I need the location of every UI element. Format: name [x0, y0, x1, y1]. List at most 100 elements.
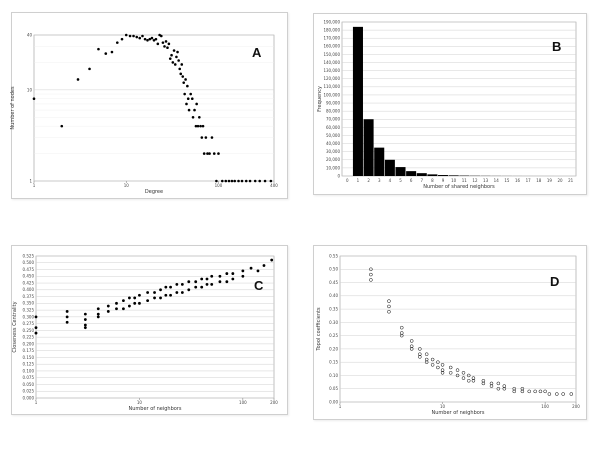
data-point	[204, 136, 208, 139]
x-tick-label: 100	[239, 400, 247, 405]
y-tick-label: 0.475	[23, 267, 35, 272]
y-tick-label: 130,000	[323, 68, 340, 73]
data-point	[83, 318, 87, 321]
data-point	[186, 97, 190, 100]
x-tick-label: 3	[378, 178, 381, 183]
data-point	[32, 97, 36, 100]
data-point	[466, 379, 471, 383]
data-point	[189, 92, 193, 96]
y-tick-label: 0.50	[329, 267, 338, 272]
x-axis-label: Number of neighbors	[432, 410, 485, 416]
data-point	[194, 285, 198, 289]
y-tick-label: 0.225	[23, 335, 35, 340]
data-point	[256, 269, 260, 273]
x-tick-label: 10	[124, 183, 130, 188]
data-point	[455, 368, 460, 372]
data-point	[231, 277, 235, 281]
data-point	[424, 357, 429, 362]
data-point	[180, 291, 184, 294]
y-tick-label: 50,000	[326, 133, 340, 138]
data-point	[83, 312, 87, 316]
data-point	[225, 272, 229, 275]
data-point	[194, 280, 198, 284]
data-point	[138, 293, 141, 297]
data-point	[124, 33, 128, 37]
data-point	[198, 116, 201, 119]
x-tick-label: 5	[399, 178, 402, 183]
panel-label: D	[550, 274, 559, 289]
y-tick-label: 1	[29, 178, 32, 183]
data-point	[60, 124, 64, 128]
bar	[416, 173, 427, 176]
data-point	[201, 124, 205, 128]
data-point	[448, 371, 453, 375]
data-point	[83, 326, 87, 330]
data-point	[138, 301, 141, 305]
data-point	[65, 310, 69, 313]
data-point	[135, 35, 139, 39]
y-tick-label: 150,000	[323, 52, 340, 57]
y-tick-label: 170,000	[323, 36, 340, 41]
data-point	[65, 320, 69, 324]
data-point	[481, 379, 486, 383]
data-point	[269, 179, 273, 183]
data-point	[224, 179, 228, 183]
y-tick-label: 0.500	[23, 260, 35, 265]
data-point	[237, 179, 240, 183]
y-tick-label: 0.30	[329, 320, 338, 325]
data-point	[448, 365, 453, 370]
panel-label: B	[552, 39, 561, 54]
data-point	[175, 55, 178, 59]
y-tick-label: 0.000	[23, 395, 35, 400]
data-point	[270, 258, 274, 262]
data-point	[106, 310, 110, 313]
bar	[395, 167, 406, 176]
y-tick-label: 40,000	[326, 141, 340, 146]
data-point	[230, 179, 234, 183]
y-tick-label: 100,000	[323, 92, 340, 97]
data-point	[182, 81, 186, 84]
x-tick-label: 10	[440, 404, 446, 409]
data-point	[387, 299, 391, 303]
y-axis-label: Number of nodes	[10, 86, 16, 130]
data-point	[409, 344, 414, 349]
data-point	[195, 102, 198, 106]
x-tick-label: 11	[462, 178, 468, 183]
data-point	[200, 285, 204, 289]
data-point	[471, 376, 476, 380]
data-point	[512, 386, 517, 391]
data-point	[489, 384, 494, 388]
x-axis-label: Number of shared neighbors	[423, 184, 495, 190]
y-tick-label: 0.10	[329, 373, 338, 378]
y-tick-label: 0.150	[23, 355, 35, 360]
data-point	[249, 266, 253, 270]
data-point	[96, 312, 100, 316]
data-point	[194, 124, 198, 128]
bar	[438, 175, 449, 176]
x-tick-label: 10	[451, 178, 457, 183]
y-tick-label: 0.15	[329, 360, 338, 365]
x-tick-label: 21	[568, 178, 574, 183]
data-point	[115, 41, 119, 44]
data-point	[241, 274, 245, 278]
y-tick-label: 0.325	[23, 307, 35, 312]
data-point	[141, 34, 144, 38]
data-point	[512, 389, 517, 394]
data-point	[106, 304, 110, 308]
plot-area	[339, 255, 577, 403]
data-point	[115, 307, 118, 311]
data-point	[34, 326, 38, 330]
x-tick-label: 100	[215, 183, 223, 188]
data-point	[76, 78, 80, 81]
data-point	[241, 269, 245, 273]
bar	[363, 119, 374, 176]
data-point	[206, 152, 209, 155]
data-point	[387, 304, 391, 309]
data-point	[173, 63, 177, 66]
x-tick-label: 12	[472, 178, 478, 183]
data-point	[166, 46, 169, 50]
y-tick-label: 0.050	[23, 382, 35, 387]
data-point	[466, 373, 471, 378]
x-tick-label: 13	[483, 178, 489, 183]
data-point	[240, 179, 244, 183]
